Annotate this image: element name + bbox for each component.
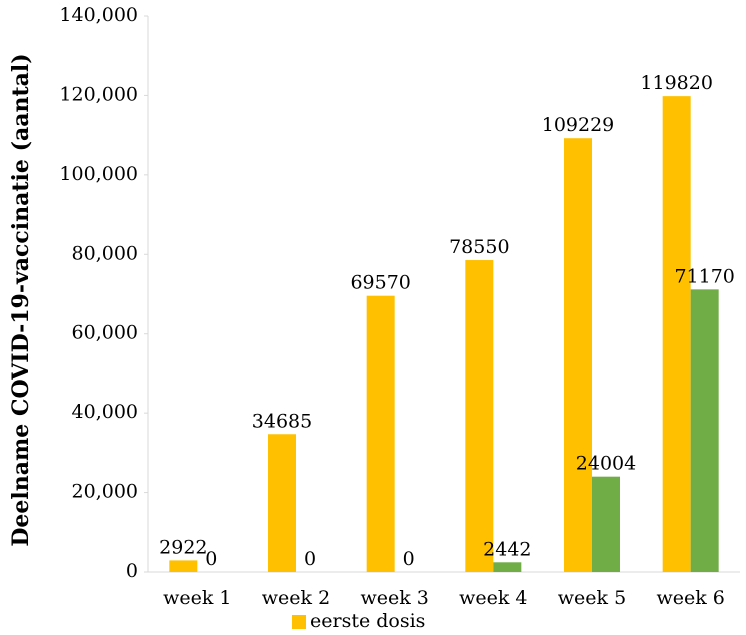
value-label: 2922 (159, 536, 207, 558)
y-axis-title: Deelname COVID-19-vaccinatie (aantal) (8, 53, 34, 546)
legend-label: eerste dosis (310, 610, 425, 632)
y-tick-label: 0 (126, 560, 138, 582)
bar (268, 434, 296, 572)
value-label: 69570 (350, 272, 410, 294)
y-tick-label: 40,000 (72, 401, 138, 423)
bar (690, 289, 719, 572)
x-tick-label: week 5 (558, 587, 626, 609)
x-tick-label: week 3 (360, 587, 428, 609)
y-tick-label: 100,000 (59, 163, 138, 185)
value-label: 34685 (252, 410, 312, 432)
y-tick-label: 120,000 (59, 83, 138, 105)
value-label: 78550 (449, 236, 509, 258)
value-label: 0 (403, 548, 415, 570)
value-label: 2442 (483, 538, 531, 560)
y-tick-label: 60,000 (72, 322, 138, 344)
bar (592, 476, 620, 572)
bar (366, 295, 395, 572)
x-tick-label: week 1 (163, 587, 231, 609)
legend-swatch (292, 615, 306, 629)
bar (465, 260, 494, 572)
value-label: 0 (205, 548, 217, 570)
bar (493, 562, 522, 572)
x-tick-label: week 6 (656, 587, 724, 609)
value-label: 0 (304, 548, 316, 570)
value-label: 71170 (674, 265, 734, 287)
x-tick-label: week 4 (459, 587, 527, 609)
y-tick-label: 80,000 (72, 242, 138, 264)
y-tick-label: 20,000 (72, 481, 138, 503)
x-tick-label: week 2 (262, 587, 330, 609)
bar (169, 560, 198, 572)
bar (662, 96, 691, 572)
bar (564, 138, 592, 572)
y-tick-label: 140,000 (59, 4, 138, 26)
value-label: 119820 (640, 72, 713, 94)
value-label: 24004 (576, 453, 636, 475)
value-label: 109229 (542, 114, 615, 136)
